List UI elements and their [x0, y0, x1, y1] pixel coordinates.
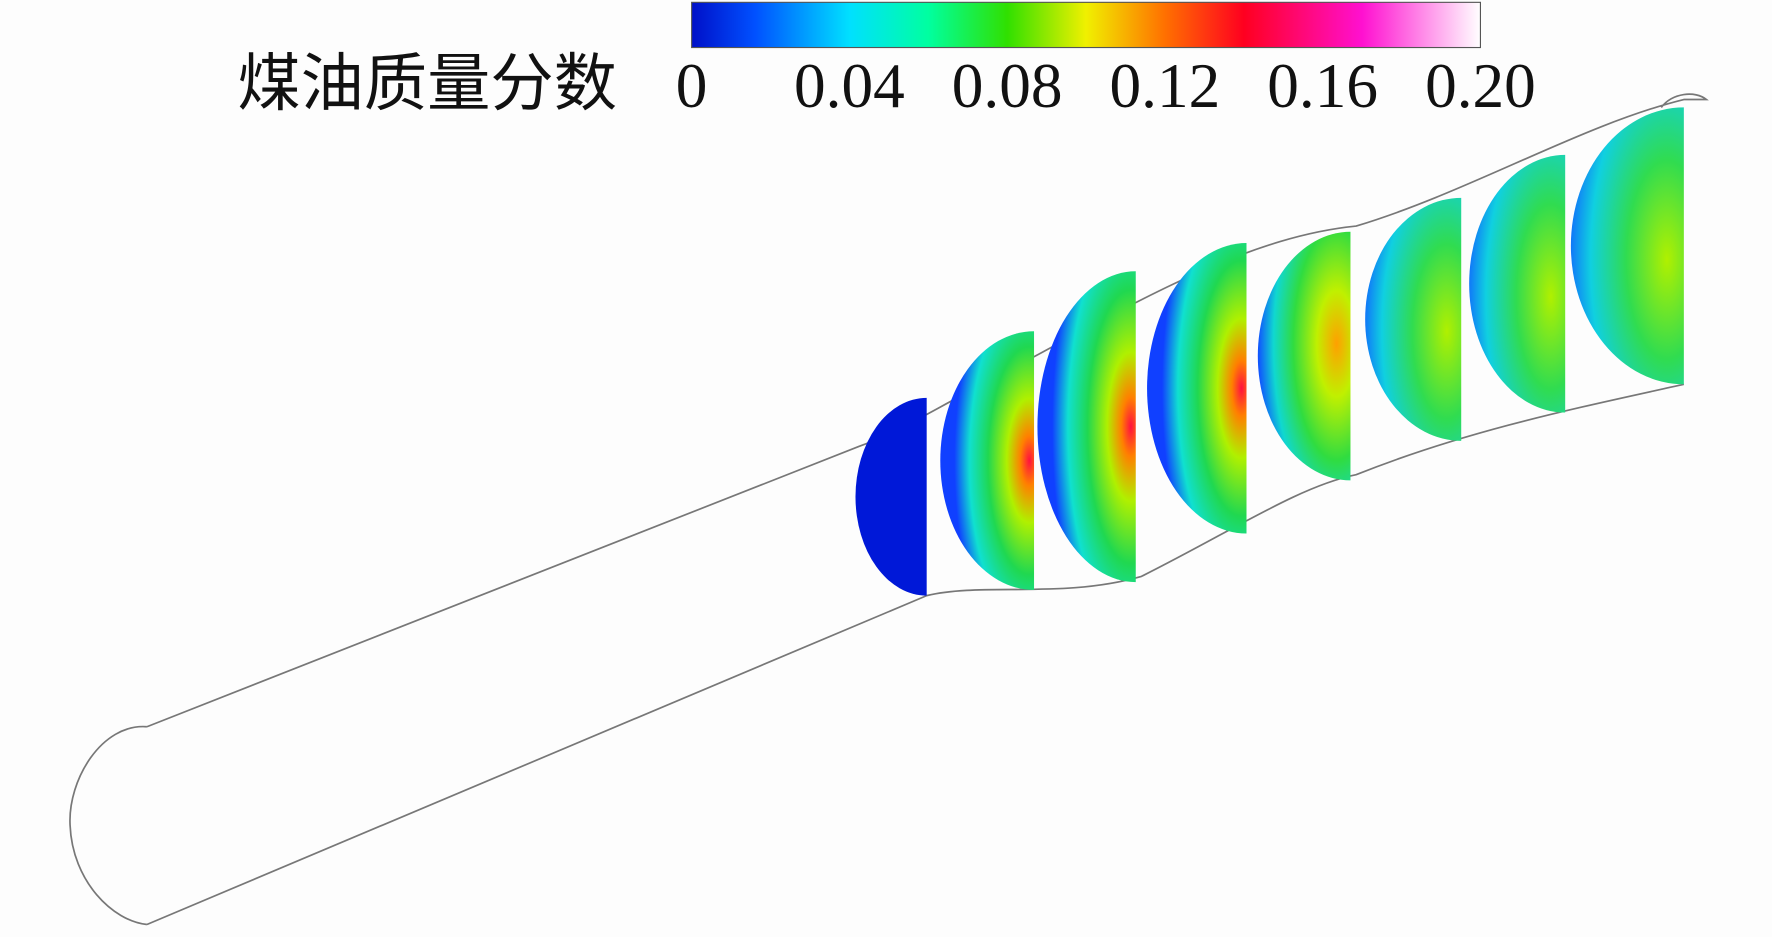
- contour-slice: [1365, 197, 1462, 441]
- contour-slice: [1037, 271, 1136, 583]
- contour-slices: [855, 107, 1684, 596]
- contour-slice: [1469, 154, 1566, 413]
- contour-slice: [940, 331, 1035, 590]
- colorbar-tick-label: 0.08: [952, 51, 1063, 121]
- contour-slice: [1147, 243, 1247, 534]
- colorbar-tick-label: 0.04: [794, 51, 905, 121]
- colorbar-tick-label: 0.12: [1110, 51, 1221, 121]
- colorbar: [691, 1, 1481, 49]
- contour-slice: [855, 397, 927, 596]
- colorbar-tick-label: 0.16: [1267, 51, 1378, 121]
- colorbar-label: 煤油质量分数: [237, 49, 617, 119]
- colorbar-tick-label: 0.20: [1425, 51, 1536, 121]
- contour-slice: [1570, 107, 1684, 385]
- contour-slice: [1257, 231, 1351, 481]
- colorbar-tick-label: 0: [676, 51, 708, 121]
